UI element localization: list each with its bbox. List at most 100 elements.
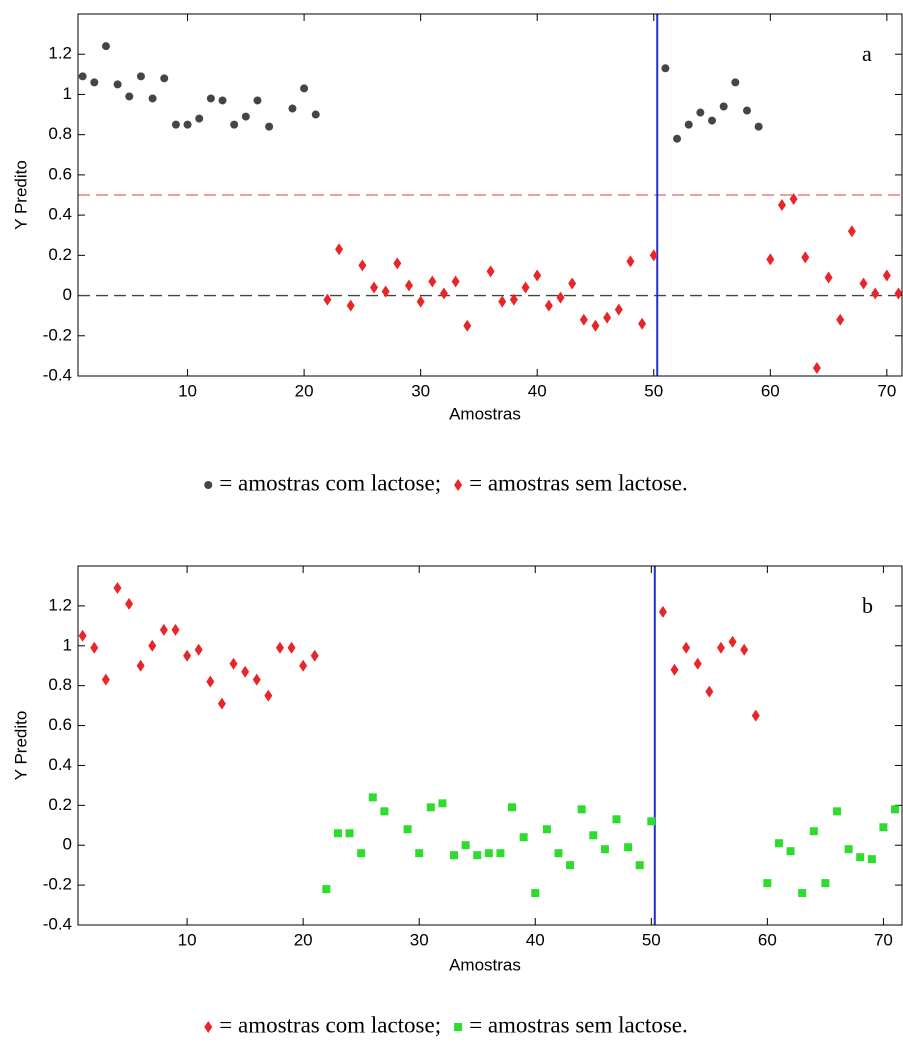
point xyxy=(589,831,598,840)
point xyxy=(206,675,215,688)
point xyxy=(568,277,577,290)
y-tick-label: -0.2 xyxy=(43,325,72,344)
point xyxy=(777,199,786,212)
point xyxy=(78,629,87,642)
point xyxy=(859,277,868,290)
point xyxy=(693,657,702,670)
point xyxy=(836,313,845,326)
point xyxy=(335,243,344,256)
y-tick-label: 0.8 xyxy=(48,675,72,694)
point xyxy=(508,803,517,812)
point xyxy=(148,639,157,652)
point xyxy=(171,120,180,129)
point xyxy=(310,649,319,662)
point xyxy=(90,641,99,654)
x-tick-label: 40 xyxy=(528,381,547,400)
point xyxy=(786,847,795,856)
point xyxy=(844,845,853,854)
y-tick-label: 0.8 xyxy=(48,124,72,143)
point xyxy=(638,317,647,330)
point xyxy=(136,659,145,672)
x-tick-label: 70 xyxy=(874,930,893,949)
y-tick-label: -0.4 xyxy=(43,914,72,933)
point xyxy=(670,663,679,676)
point xyxy=(218,96,227,105)
point xyxy=(194,643,203,656)
point xyxy=(600,845,609,854)
x-tick-label: 30 xyxy=(411,381,430,400)
point xyxy=(531,889,540,898)
point xyxy=(879,823,888,832)
y-tick-label: 1.2 xyxy=(48,44,72,63)
point xyxy=(358,259,367,272)
legend-marker xyxy=(454,1023,463,1031)
point xyxy=(719,102,728,111)
point xyxy=(742,106,751,115)
point xyxy=(438,799,447,808)
point xyxy=(484,849,493,858)
point xyxy=(160,74,169,83)
x-axis-label: Amostras xyxy=(449,404,521,423)
x-axis-label: Amostras xyxy=(449,955,521,974)
point xyxy=(346,299,355,312)
point xyxy=(754,122,763,131)
point xyxy=(473,851,482,860)
point xyxy=(566,861,575,870)
y-tick-label: 0 xyxy=(63,285,72,304)
point xyxy=(451,275,460,288)
panel-label: b xyxy=(862,593,873,618)
legend-marker xyxy=(204,481,213,489)
point xyxy=(241,112,250,121)
x-tick-label: 60 xyxy=(761,381,780,400)
point xyxy=(661,64,670,73)
point xyxy=(125,92,134,101)
point xyxy=(275,641,284,654)
point xyxy=(821,879,830,888)
point xyxy=(159,623,168,636)
y-tick-label: 1 xyxy=(63,84,72,103)
y-tick-label: 0.6 xyxy=(48,164,72,183)
point xyxy=(426,803,435,812)
point xyxy=(614,303,623,316)
point xyxy=(404,279,413,292)
point xyxy=(556,291,565,304)
point xyxy=(882,269,891,282)
point xyxy=(705,685,714,698)
point xyxy=(856,853,865,862)
point xyxy=(381,285,390,298)
x-tick-label: 20 xyxy=(295,381,314,400)
point xyxy=(486,265,495,278)
y-tick-label: 0.2 xyxy=(48,795,72,814)
y-tick-label: -0.2 xyxy=(43,875,72,894)
point xyxy=(229,657,238,670)
point xyxy=(579,313,588,326)
point xyxy=(751,709,760,722)
x-tick-label: 70 xyxy=(877,381,896,400)
point xyxy=(428,275,437,288)
point xyxy=(113,581,122,594)
point xyxy=(740,643,749,656)
point xyxy=(300,84,309,93)
point xyxy=(78,72,87,81)
point xyxy=(824,271,833,284)
legend-label: = amostras com lactose; xyxy=(219,470,441,495)
x-tick-label: 30 xyxy=(410,930,429,949)
point xyxy=(393,257,402,270)
point xyxy=(577,805,586,814)
y-tick-label: 1.2 xyxy=(48,595,72,614)
point xyxy=(403,825,412,834)
legend: = amostras com lactose; = amostras sem la… xyxy=(204,1012,688,1037)
point xyxy=(519,833,528,842)
point xyxy=(801,251,810,264)
point xyxy=(241,665,250,678)
point xyxy=(635,861,644,870)
point xyxy=(148,94,157,103)
point xyxy=(891,805,900,814)
point xyxy=(766,253,775,266)
x-tick-label: 10 xyxy=(178,930,197,949)
point xyxy=(136,72,145,81)
legend-label: = amostras sem lactose. xyxy=(469,1012,688,1037)
point xyxy=(101,673,110,686)
point xyxy=(731,78,740,87)
